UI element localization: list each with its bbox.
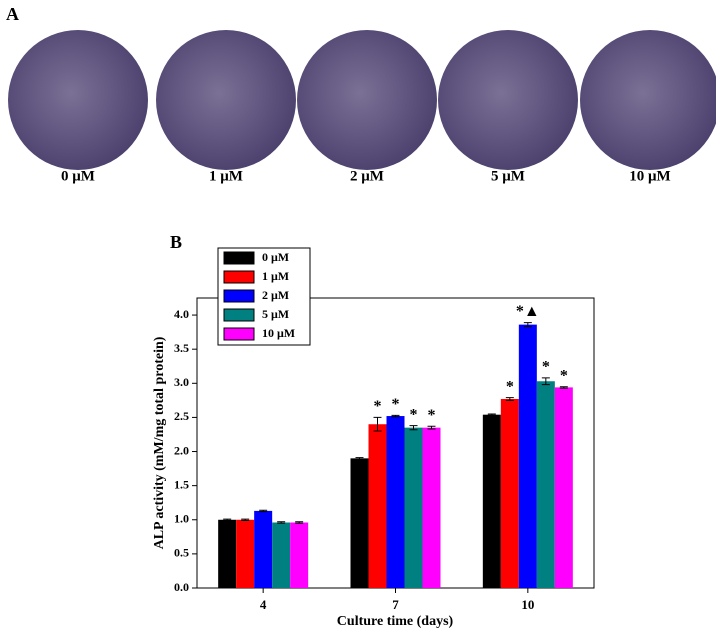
bar: [422, 427, 441, 588]
y-tick-label: 3.0: [174, 375, 189, 389]
legend-label: 0 μM: [262, 250, 289, 264]
error-bar: [409, 425, 418, 431]
legend-swatch: [223, 270, 255, 284]
significance-mark: *: [374, 398, 382, 415]
bar: [350, 458, 369, 588]
y-tick-label: 2.0: [174, 443, 189, 457]
legend-swatch: [223, 251, 255, 265]
y-axis-label: ALP activity (mM/mg total protein): [152, 336, 167, 549]
bar: [482, 414, 501, 588]
error-bar: [427, 425, 436, 430]
well-image: [156, 30, 296, 170]
legend-label: 2 μM: [262, 288, 289, 302]
error-bar: [505, 397, 514, 401]
y-tick-label: 0.5: [174, 546, 189, 560]
legend-label: 5 μM: [262, 307, 289, 321]
significance-mark: *: [506, 378, 514, 395]
y-tick-label: 1.5: [174, 477, 189, 491]
bar: [218, 519, 237, 588]
error-bar: [241, 518, 250, 521]
error-bar: [559, 386, 568, 389]
bar: [290, 522, 309, 588]
well-image: [297, 30, 437, 170]
well-label: 5 μM: [491, 168, 525, 184]
x-axis-label: Culture time (days): [337, 614, 454, 629]
error-bar: [487, 413, 496, 416]
error-bar: [295, 521, 304, 524]
significance-mark: *▲: [516, 303, 540, 320]
bar: [518, 324, 537, 588]
legend-swatch: [223, 327, 255, 341]
well-label: 10 μM: [629, 168, 670, 184]
bar: [536, 381, 555, 588]
x-tick-label: 10: [521, 597, 534, 612]
bar: [254, 510, 273, 588]
significance-mark: *: [542, 359, 550, 376]
significance-mark: *: [560, 367, 568, 384]
well-image: [8, 30, 148, 170]
y-tick-label: 3.5: [174, 341, 189, 355]
legend-swatch: [223, 308, 255, 322]
x-tick-label: 7: [392, 597, 399, 612]
x-tick-label: 4: [260, 597, 267, 612]
bar: [368, 424, 387, 588]
significance-mark: *: [410, 406, 418, 423]
legend-label: 1 μM: [262, 269, 289, 283]
significance-mark: *: [392, 396, 400, 413]
legend-swatch: [223, 289, 255, 303]
error-bar: [277, 521, 286, 524]
y-tick-label: 1.0: [174, 512, 189, 526]
error-bar: [391, 414, 400, 418]
error-bar: [355, 457, 364, 460]
well-label: 1 μM: [209, 168, 243, 184]
panel-label: A: [6, 4, 19, 24]
legend-label: 10 μM: [262, 326, 295, 340]
panel-label: B: [170, 232, 182, 252]
error-bar: [541, 377, 550, 386]
error-bar: [373, 416, 382, 432]
well-label: 2 μM: [350, 168, 384, 184]
well-label: 0 μM: [61, 168, 95, 184]
bar: [272, 522, 291, 588]
error-bar: [523, 322, 532, 328]
error-bar: [259, 509, 268, 513]
bar: [500, 398, 519, 588]
bar: [554, 387, 573, 588]
y-tick-label: 4.0: [174, 307, 189, 321]
bar: [404, 427, 423, 588]
bar: [236, 519, 255, 588]
y-tick-label: 2.5: [174, 409, 189, 423]
significance-mark: *: [428, 407, 436, 424]
well-image: [438, 30, 578, 170]
bar: [386, 416, 405, 588]
y-tick-label: 0.0: [174, 580, 189, 594]
error-bar: [223, 518, 232, 521]
well-image: [580, 30, 716, 170]
